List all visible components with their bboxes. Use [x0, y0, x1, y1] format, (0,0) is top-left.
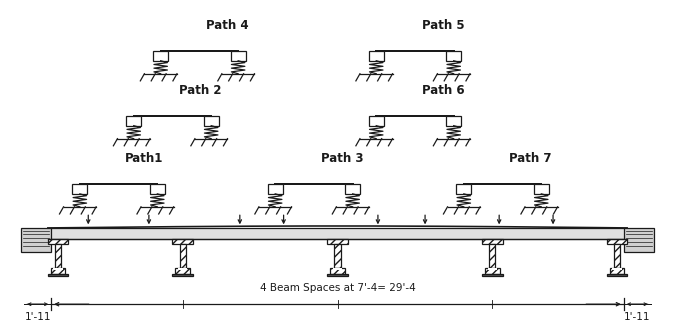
Text: 1'-11: 1'-11	[624, 312, 651, 322]
Bar	[446, 51, 461, 61]
Text: 1'-11: 1'-11	[24, 312, 51, 322]
Text: Path 4: Path 4	[206, 19, 249, 32]
Bar	[48, 274, 68, 276]
Text: 4 Beam Spaces at 7'-4= 29'-4: 4 Beam Spaces at 7'-4= 29'-4	[260, 283, 415, 293]
Bar	[335, 244, 340, 268]
Bar	[180, 244, 186, 268]
Bar	[607, 239, 627, 244]
Text: Path 6: Path 6	[422, 84, 464, 97]
Bar	[485, 268, 500, 274]
Bar	[175, 268, 190, 274]
Bar	[330, 268, 345, 274]
Bar	[345, 184, 360, 194]
Bar	[72, 184, 87, 194]
Text: Path1: Path1	[126, 152, 163, 165]
Bar	[268, 184, 283, 194]
Bar	[204, 116, 219, 126]
Bar	[534, 184, 549, 194]
Bar	[612, 268, 622, 270]
Bar	[369, 116, 383, 126]
Bar	[607, 274, 627, 276]
Bar	[610, 268, 624, 274]
Bar	[483, 239, 502, 244]
Bar	[21, 228, 51, 252]
Bar	[369, 51, 383, 61]
Bar	[327, 274, 348, 276]
Bar	[51, 268, 65, 274]
Bar	[487, 268, 497, 270]
Bar	[483, 274, 502, 276]
Bar	[48, 239, 68, 244]
Bar	[150, 184, 165, 194]
Text: Path 5: Path 5	[422, 19, 464, 32]
Bar	[173, 239, 192, 244]
Bar	[48, 228, 627, 239]
Bar	[55, 244, 61, 268]
Text: Path 3: Path 3	[321, 152, 363, 165]
Bar	[173, 274, 192, 276]
Bar	[624, 228, 654, 252]
Bar	[178, 268, 188, 270]
Bar	[456, 184, 471, 194]
Bar	[489, 244, 495, 268]
Bar	[327, 239, 348, 244]
Bar	[333, 268, 342, 270]
Text: Path 7: Path 7	[509, 152, 551, 165]
Bar	[153, 51, 168, 61]
Bar	[614, 244, 620, 268]
Bar	[446, 116, 461, 126]
Bar	[126, 116, 141, 126]
Bar	[53, 268, 63, 270]
Bar	[231, 51, 246, 61]
Text: Path 2: Path 2	[179, 84, 221, 97]
